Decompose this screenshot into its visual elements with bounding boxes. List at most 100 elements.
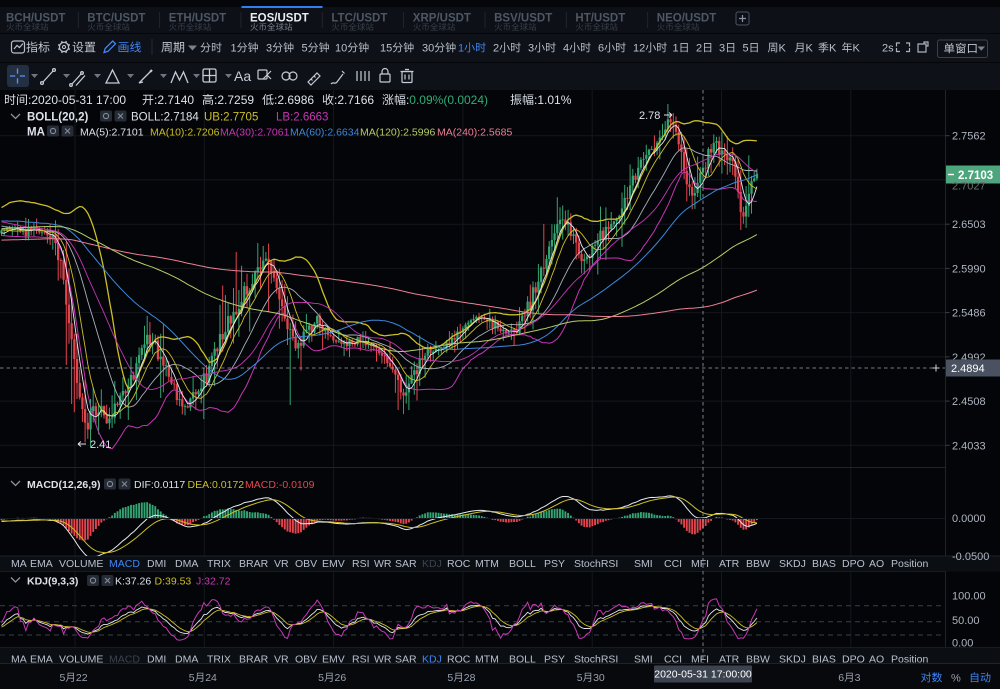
svg-text:MACD: MACD <box>109 654 140 666</box>
svg-text:MTM: MTM <box>475 558 499 570</box>
svg-text:3: 3 <box>266 43 272 55</box>
svg-text:SMI: SMI <box>634 654 653 666</box>
svg-text:EMV: EMV <box>322 558 345 570</box>
svg-text:BCH/USDT: BCH/USDT <box>6 13 65 25</box>
svg-text:AO: AO <box>869 558 884 570</box>
svg-text:BRAR: BRAR <box>239 558 269 570</box>
svg-text:EOS/USDT: EOS/USDT <box>250 13 309 25</box>
svg-text:2.7562: 2.7562 <box>952 131 986 143</box>
svg-text:DMI: DMI <box>147 654 166 666</box>
svg-text:XRP/USDT: XRP/USDT <box>413 13 471 25</box>
svg-text:Position: Position <box>891 558 929 570</box>
svg-text:CCI: CCI <box>664 654 682 666</box>
svg-text:VOLUME: VOLUME <box>59 558 103 570</box>
svg-text:DMA: DMA <box>175 654 198 666</box>
svg-text:HT/USDT: HT/USDT <box>575 13 625 25</box>
svg-text:2s: 2s <box>882 43 894 55</box>
svg-text:DMI: DMI <box>147 558 166 570</box>
svg-text:DIF:0.0117: DIF:0.0117 <box>134 479 185 491</box>
svg-text:2.78: 2.78 <box>639 110 660 122</box>
svg-text:6: 6 <box>838 672 844 684</box>
svg-text:2.7027: 2.7027 <box>952 181 986 193</box>
svg-text:VOLUME: VOLUME <box>59 654 103 666</box>
svg-text:DEA:0.0172: DEA:0.0172 <box>188 479 245 491</box>
svg-text:MFI: MFI <box>691 558 709 570</box>
svg-text:BTC/USDT: BTC/USDT <box>87 13 145 25</box>
svg-text:EMA: EMA <box>30 558 53 570</box>
svg-text:BOLL: BOLL <box>509 654 536 666</box>
svg-text:PSY: PSY <box>544 558 565 570</box>
svg-text:TRIX: TRIX <box>207 654 231 666</box>
svg-text::: : <box>406 93 409 107</box>
svg-text:SAR: SAR <box>395 654 417 666</box>
svg-text:SKDJ: SKDJ <box>779 558 806 570</box>
svg-text:BOLL: BOLL <box>509 558 536 570</box>
svg-text:WR: WR <box>374 558 392 570</box>
svg-text:2.4033: 2.4033 <box>952 440 986 452</box>
svg-text:MA(5):2.7101: MA(5):2.7101 <box>80 127 144 139</box>
svg-text:OBV: OBV <box>295 654 317 666</box>
svg-text:DPO: DPO <box>842 654 865 666</box>
svg-text:MTM: MTM <box>475 654 499 666</box>
svg-text:5: 5 <box>189 672 195 684</box>
svg-text:%: % <box>951 673 961 685</box>
svg-text:K: K <box>853 43 861 55</box>
svg-text::2.7259: :2.7259 <box>214 93 254 107</box>
svg-text:AO: AO <box>869 654 884 666</box>
svg-text:30: 30 <box>593 672 605 684</box>
svg-text:24: 24 <box>205 672 217 684</box>
svg-text:15: 15 <box>380 43 392 55</box>
svg-text:2.7103: 2.7103 <box>958 170 993 182</box>
svg-text:MA: MA <box>27 127 45 139</box>
svg-text:2.5990: 2.5990 <box>952 263 986 275</box>
svg-text:ROC: ROC <box>447 654 471 666</box>
svg-text:-0.0500: -0.0500 <box>952 551 989 563</box>
svg-text:2.4894: 2.4894 <box>951 363 985 375</box>
svg-text:5: 5 <box>743 43 749 55</box>
svg-text:BIAS: BIAS <box>812 654 836 666</box>
svg-text:5: 5 <box>447 672 453 684</box>
svg-text:K: K <box>806 43 814 55</box>
svg-text:MACD: MACD <box>109 558 140 570</box>
svg-text:BIAS: BIAS <box>812 558 836 570</box>
svg-text:1: 1 <box>458 43 464 55</box>
svg-text:BBW: BBW <box>746 558 770 570</box>
svg-text:MA: MA <box>11 654 27 666</box>
svg-text:DMA: DMA <box>175 558 198 570</box>
svg-text:5: 5 <box>302 43 308 55</box>
svg-text:J:32.72: J:32.72 <box>196 576 231 588</box>
svg-text:MA(30):2.7061: MA(30):2.7061 <box>220 127 290 139</box>
svg-text:MA(120):2.5996: MA(120):2.5996 <box>360 127 435 139</box>
svg-text:K: K <box>829 43 837 55</box>
svg-text:TRIX: TRIX <box>207 558 231 570</box>
svg-text:RSI: RSI <box>352 654 370 666</box>
svg-text:2020-05-31 17:00:00: 2020-05-31 17:00:00 <box>654 669 752 681</box>
svg-text:22: 22 <box>76 672 88 684</box>
svg-text:2.4508: 2.4508 <box>952 396 986 408</box>
svg-text:30: 30 <box>422 43 434 55</box>
svg-text:5: 5 <box>577 672 583 684</box>
svg-text:DPO: DPO <box>842 558 865 570</box>
svg-text:ROC: ROC <box>447 558 471 570</box>
svg-text:2: 2 <box>493 43 499 55</box>
svg-text:MACD(12,26,9): MACD(12,26,9) <box>27 479 101 491</box>
svg-text:SKDJ: SKDJ <box>779 654 806 666</box>
svg-text:2.5486: 2.5486 <box>952 308 986 320</box>
svg-text:KDJ: KDJ <box>422 654 442 666</box>
svg-text:1: 1 <box>231 43 237 55</box>
svg-text:K: K <box>779 43 787 55</box>
svg-text:D:39.53: D:39.53 <box>155 576 192 588</box>
svg-text:NEO/USDT: NEO/USDT <box>657 13 716 25</box>
svg-text:BSV/USDT: BSV/USDT <box>494 13 552 25</box>
svg-text:100.00: 100.00 <box>952 591 986 603</box>
svg-text:3: 3 <box>719 43 725 55</box>
svg-text:BOLL:2.7184: BOLL:2.7184 <box>131 112 199 124</box>
svg-text:VR: VR <box>274 654 289 666</box>
svg-text:3: 3 <box>528 43 534 55</box>
svg-text:26: 26 <box>335 672 347 684</box>
svg-text:0.00: 0.00 <box>952 638 973 650</box>
svg-text:0.0000: 0.0000 <box>952 513 986 525</box>
svg-text:MA(10):2.7206: MA(10):2.7206 <box>150 127 220 139</box>
svg-text:ETH/USDT: ETH/USDT <box>169 13 227 25</box>
svg-text:0.09%(0.0024): 0.09%(0.0024) <box>409 93 488 107</box>
